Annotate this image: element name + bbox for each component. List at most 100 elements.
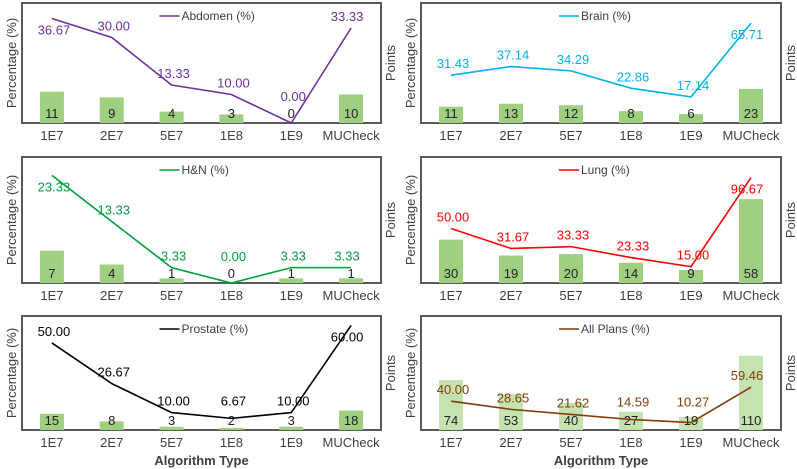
- x-tick-label: 1E8: [619, 288, 642, 303]
- bar-label: 0: [228, 266, 235, 281]
- y-axis-title: Percentage (%): [403, 175, 418, 265]
- x-axis-title: Algorithm Type: [154, 453, 248, 468]
- bar-label: 1: [347, 266, 354, 281]
- bar-label: 19: [684, 413, 698, 428]
- bar: [739, 199, 763, 283]
- bar-label: 23: [744, 106, 758, 121]
- bar-label: 18: [344, 413, 358, 428]
- x-tick-label: 5E7: [559, 288, 582, 303]
- y-axis-title: Percentage (%): [403, 18, 418, 108]
- panel-all-plans: 74 53 40 27 19 110 All Plans (%) 40.00 28.65 21.6…: [403, 315, 797, 468]
- line-value-label: 96.67: [731, 182, 764, 197]
- x-tick-label: 1E8: [220, 288, 243, 303]
- bar: [219, 427, 244, 430]
- line-value-label: 21.62: [557, 395, 590, 410]
- bar-label: 14: [624, 266, 638, 281]
- bar: [559, 254, 583, 283]
- plot-frame: [420, 315, 782, 431]
- line-value-label: 22.86: [617, 69, 650, 84]
- line-value-label: 65.71: [731, 27, 764, 42]
- bar-label: 30: [444, 266, 458, 281]
- panel-abdomen: 11 9 4 3 0 10 Abdomen (%) 36.67 30.00 13.33 10.00 0…: [4, 2, 398, 143]
- line-value-label: 26.67: [97, 365, 130, 380]
- y2-axis-title: Points: [783, 201, 797, 238]
- line-value-label: 31.43: [437, 56, 470, 71]
- bar-label: 40: [564, 413, 578, 428]
- plot-frame: [21, 2, 382, 124]
- bar-label: 7: [48, 266, 55, 281]
- line-value-label: 10.00: [277, 394, 310, 409]
- series-line: [450, 177, 752, 268]
- legend-label: All Plans (%): [581, 322, 650, 336]
- x-tick-label: 2E7: [100, 288, 123, 303]
- line-value-label: 28.65: [497, 390, 530, 405]
- y2-axis-title: Points: [383, 354, 398, 391]
- bar: [499, 255, 523, 283]
- line-value-label: 13.33: [97, 202, 130, 217]
- bar-label: 13: [504, 106, 518, 121]
- bar: [619, 262, 643, 283]
- bar-label: 9: [687, 266, 694, 281]
- bar-label: 3: [168, 413, 175, 428]
- y2-axis-title: Points: [783, 44, 797, 81]
- x-tick-label: 5E7: [160, 288, 183, 303]
- line-value-label: 10.27: [677, 395, 710, 410]
- line-value-label: 15.00: [677, 248, 710, 263]
- series-line: [450, 22, 752, 98]
- y-axis-title: Percentage (%): [4, 328, 19, 418]
- y2-axis-title: Points: [383, 201, 398, 238]
- bar: [559, 403, 583, 430]
- x-tick-label: 1E8: [619, 128, 642, 143]
- bar-label: 15: [45, 413, 59, 428]
- plot-frame: [21, 315, 382, 431]
- line-value-label: 6.67: [221, 393, 246, 408]
- bar: [99, 421, 124, 430]
- x-tick-label: 5E7: [559, 435, 582, 450]
- bar-label: 3: [228, 106, 235, 121]
- bar-label: 11: [444, 106, 458, 121]
- bar-label: 4: [168, 106, 175, 121]
- bar: [619, 111, 643, 123]
- legend-label: Lung (%): [581, 163, 630, 177]
- bar: [439, 380, 463, 430]
- bar: [279, 278, 304, 283]
- line-value-label: 3.33: [281, 249, 306, 264]
- x-tick-label: MUCheck: [722, 288, 780, 303]
- x-tick-label: 1E8: [220, 435, 243, 450]
- bar: [679, 114, 703, 123]
- y-axis-title: Percentage (%): [4, 175, 19, 265]
- x-tick-label: 1E9: [280, 128, 303, 143]
- x-tick-label: 1E9: [679, 288, 702, 303]
- bar: [739, 88, 763, 123]
- bar: [619, 411, 643, 430]
- x-tick-label: 1E7: [40, 128, 63, 143]
- x-tick-label: 1E9: [679, 128, 702, 143]
- y2-axis-title: Points: [783, 354, 797, 391]
- bar: [159, 278, 184, 283]
- panel-brain: 11 13 12 8 6 23 Brain (%) 31.43 37.14 34.29 22.86 1…: [403, 2, 797, 143]
- bar-label: 20: [564, 266, 578, 281]
- series-line: [51, 174, 352, 284]
- line-value-label: 37.14: [497, 48, 530, 63]
- line-value-label: 31.67: [497, 229, 530, 244]
- line-value-label: 0.00: [221, 249, 246, 264]
- line-value-label: 17.14: [677, 78, 710, 93]
- line-value-label: 34.29: [557, 52, 590, 67]
- bar: [339, 278, 364, 283]
- bar-label: 58: [744, 266, 758, 281]
- x-tick-label: MUCheck: [323, 435, 381, 450]
- x-tick-label: 1E9: [280, 288, 303, 303]
- x-tick-label: 2E7: [499, 435, 522, 450]
- bar: [99, 97, 124, 123]
- bar: [679, 269, 703, 283]
- legend-label: Abdomen (%): [182, 9, 255, 23]
- bar: [219, 114, 244, 123]
- bar: [159, 111, 184, 123]
- plot-frame: [420, 2, 782, 124]
- plot-frame: [420, 156, 782, 284]
- bar-label: 6: [687, 106, 694, 121]
- bar-label: 3: [288, 413, 295, 428]
- line-value-label: 10.00: [217, 76, 250, 91]
- bar-label: 53: [504, 413, 518, 428]
- x-tick-label: 1E7: [439, 128, 462, 143]
